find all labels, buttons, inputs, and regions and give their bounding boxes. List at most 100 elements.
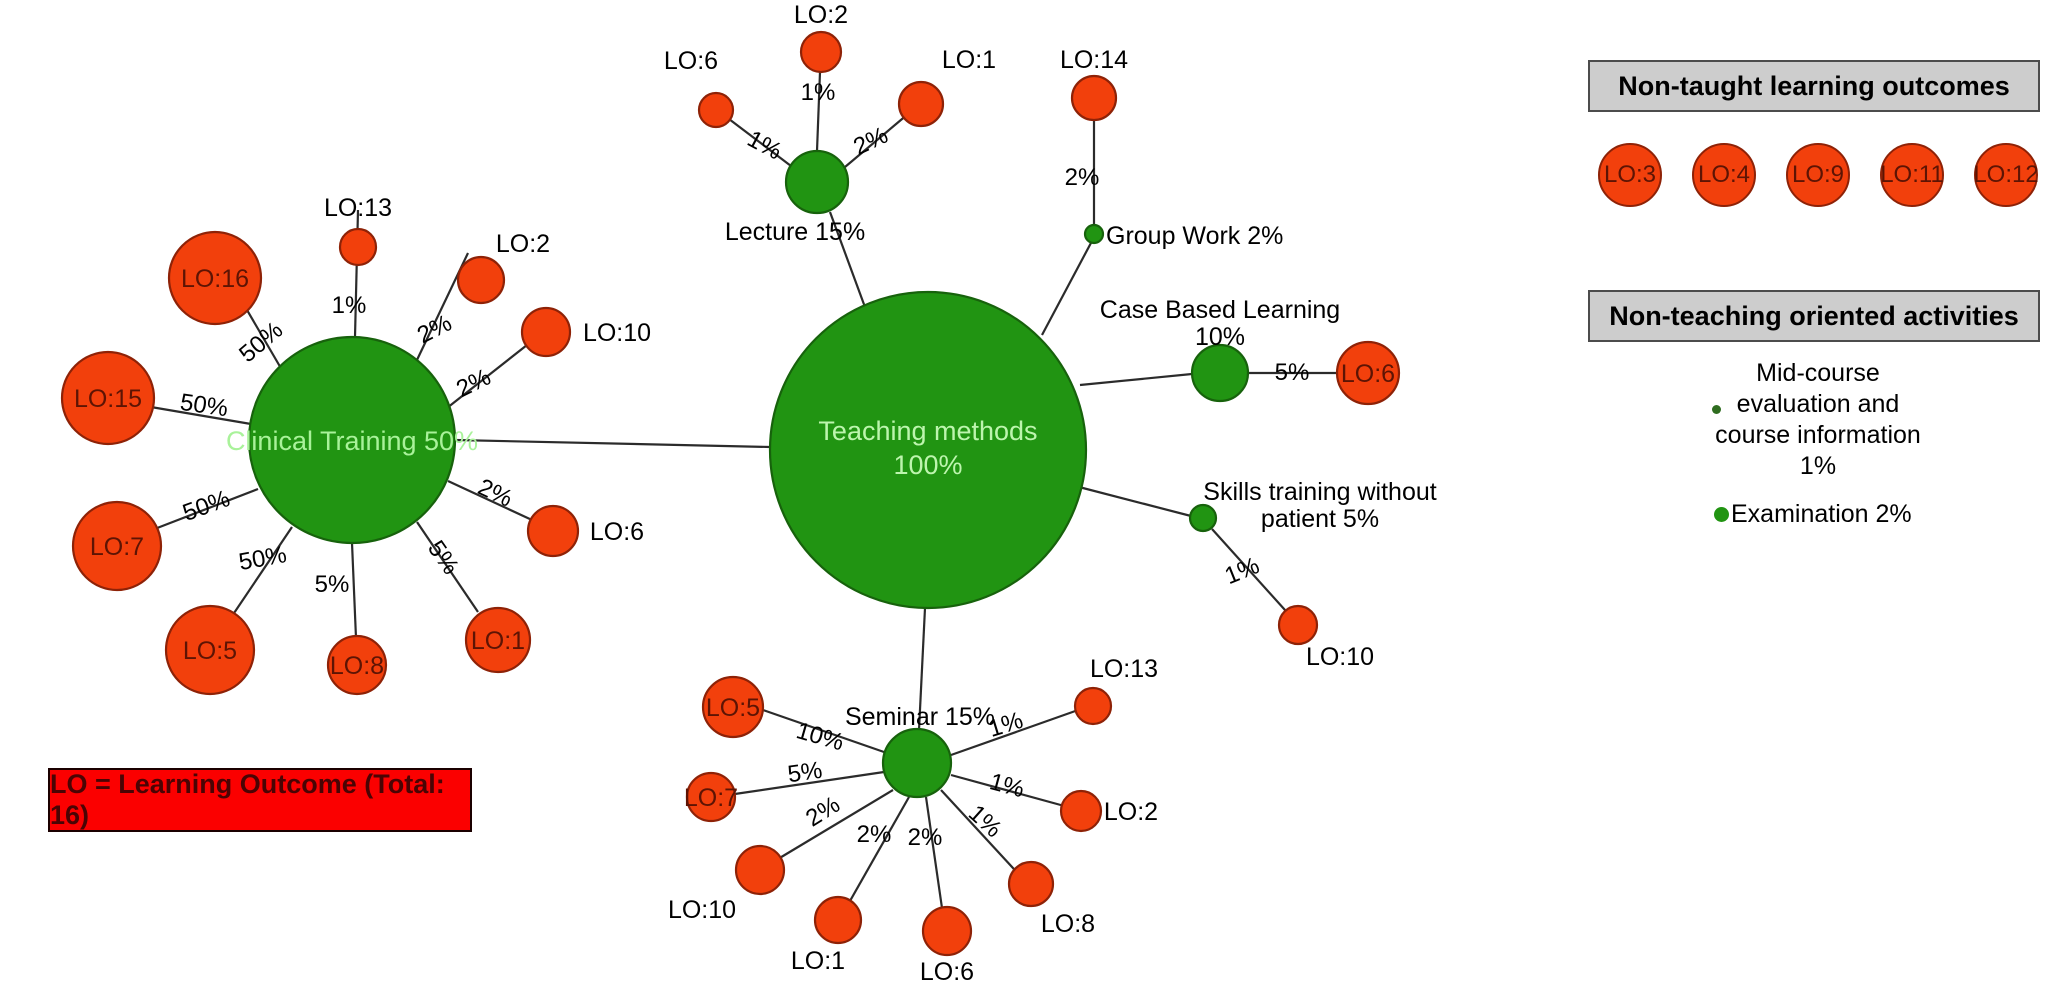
node-skills-training[interactable]: Skills training without patient 5% xyxy=(1188,478,1437,533)
node-label-line2: patient 5% xyxy=(1261,505,1379,533)
skills-satellites: LO:10 1% xyxy=(1221,552,1374,671)
node-seminar[interactable]: Seminar 15% xyxy=(845,703,995,799)
node-lo5-clinical[interactable]: LO:5 xyxy=(164,604,256,696)
node-lo8-clinical[interactable]: LO:8 xyxy=(326,634,388,696)
node-label: LO:7 xyxy=(90,533,144,561)
midcourse-line2: evaluation and xyxy=(1736,390,1900,418)
edge-skills-lo10 xyxy=(1211,528,1295,621)
node-lo5-seminar[interactable]: LO:5 xyxy=(701,675,765,739)
edge-weight: 50% xyxy=(234,316,288,368)
node-lo15[interactable]: LO:15 xyxy=(60,350,156,446)
node-label: LO:1 xyxy=(942,46,996,74)
edge-clinical-lo6 xyxy=(447,480,533,521)
edge-hub-skills xyxy=(1078,485,1192,518)
lecture-satellites: LO:6 LO:2 LO:1 xyxy=(664,1,996,129)
hub-label-line2: 100% xyxy=(893,450,962,480)
seminar-satellites: LO:5 LO:13 LO:7 LO:2 LO:10 LO:1 xyxy=(668,655,1158,986)
node-lo1-lecture[interactable]: LO:1 xyxy=(897,46,996,128)
node-clinical-training[interactable]: Clinical Training 50% xyxy=(226,335,478,545)
edge-weight: 5% xyxy=(1275,359,1310,386)
node-lo6-lecture[interactable]: LO:6 xyxy=(664,47,735,129)
node-lo2-clinical[interactable]: LO:2 xyxy=(456,230,550,305)
edge-clinical-lo8 xyxy=(350,542,358,639)
legend-nonteaching-items: Mid-course evaluation and course informa… xyxy=(1588,358,2048,558)
edge-weight: 1% xyxy=(743,125,786,165)
node-label: LO:7 xyxy=(684,784,738,812)
node-lo8-seminar[interactable]: LO:8 xyxy=(1007,860,1095,938)
node-lo10-clinical[interactable]: LO:10 xyxy=(520,306,651,358)
node-label: LO:6 xyxy=(664,47,718,75)
node-label: LO:5 xyxy=(183,637,237,665)
node-label: LO:10 xyxy=(583,319,651,347)
groupwork-satellites: LO:14 2% xyxy=(1060,46,1128,191)
edge-weight: 1% xyxy=(963,800,1007,843)
midcourse-line4: 1% xyxy=(1799,452,1837,480)
node-label: LO:2 xyxy=(496,230,550,258)
hub-label-line1: Teaching methods xyxy=(818,416,1037,446)
node-lo1-clinical[interactable]: LO:1 xyxy=(464,606,532,674)
node-lo14[interactable]: LO:14 xyxy=(1060,46,1128,122)
node-lo2-lecture[interactable]: LO:2 xyxy=(794,1,848,74)
node-group-work[interactable]: Group Work 2% xyxy=(1083,222,1283,250)
edge-hub-lecture xyxy=(828,211,871,319)
edge-weight: 2% xyxy=(474,474,517,513)
edge-weight: 1% xyxy=(332,292,367,319)
legend-midcourse-item: Mid-course evaluation and course informa… xyxy=(1588,358,2048,482)
lecture-edges xyxy=(728,71,909,168)
edge-hub-casebased xyxy=(1079,372,1193,387)
node-label-line1: Skills training without xyxy=(1203,478,1436,506)
node-case-based-learning[interactable]: Case Based Learning 10% xyxy=(1100,296,1340,403)
midcourse-line3: course information xyxy=(1715,421,1921,449)
node-label: LO:1 xyxy=(471,627,525,655)
edge-weight: 2% xyxy=(801,791,845,832)
nontaught-chip[interactable]: LO:4 xyxy=(1692,143,1756,207)
edge-weight: 1% xyxy=(1221,552,1263,590)
edge-weight: 2% xyxy=(452,364,495,403)
node-label: LO:6 xyxy=(920,958,974,986)
nontaught-chip[interactable]: LO:12 xyxy=(1973,143,2039,207)
node-label: LO:10 xyxy=(668,896,736,924)
lo-key-legend: LO = Learning Outcome (Total: 16) xyxy=(48,768,472,832)
node-label: Group Work 2% xyxy=(1106,222,1283,250)
node-lo6-casebased[interactable]: LO:6 xyxy=(1335,340,1401,406)
nontaught-chip[interactable]: LO:11 xyxy=(1880,143,1944,207)
node-label: LO:5 xyxy=(706,694,760,722)
node-lecture[interactable]: Lecture 15% xyxy=(725,149,865,246)
edge-lecture-lo6 xyxy=(728,118,792,167)
node-lo13-clinical[interactable]: LO:13 xyxy=(324,194,392,267)
edge-seminar-lo6 xyxy=(924,796,945,916)
edge-lecture-lo2 xyxy=(815,71,822,152)
edge-weight: 50% xyxy=(179,485,233,527)
node-teaching-methods-hub[interactable]: Teaching methods 100% xyxy=(768,290,1088,610)
node-label: LO:13 xyxy=(1090,655,1158,683)
node-lo2-seminar[interactable]: LO:2 xyxy=(1059,789,1158,833)
node-lo10-skills[interactable]: LO:10 xyxy=(1277,604,1374,671)
node-lo10-seminar[interactable]: LO:10 xyxy=(668,844,786,924)
node-lo16[interactable]: LO:16 xyxy=(167,230,263,326)
node-lo6-clinical[interactable]: LO:6 xyxy=(526,504,644,558)
clinical-satellites: LO:16 LO:13 LO:2 LO:10 LO:15 LO:6 xyxy=(60,194,651,696)
edge-clinical-lo7 xyxy=(151,487,259,532)
edge-hub-groupwork xyxy=(1041,240,1093,336)
edge-seminar-lo10 xyxy=(777,789,894,860)
examination-dot-icon xyxy=(1714,507,1729,522)
edge-seminar-lo13 xyxy=(950,707,1082,757)
edge-weight: 50% xyxy=(178,389,229,422)
nontaught-chip[interactable]: LO:3 xyxy=(1598,143,1662,207)
legend-examination-item: Examination 2% xyxy=(1714,500,1912,529)
node-lo7-seminar[interactable]: LO:7 xyxy=(684,771,738,823)
node-lo1-seminar[interactable]: LO:1 xyxy=(791,895,863,975)
hub-edges xyxy=(454,211,1193,731)
edge-seminar-lo7 xyxy=(727,770,885,797)
nontaught-chip[interactable]: LO:9 xyxy=(1786,143,1850,207)
node-label: LO:2 xyxy=(1104,798,1158,826)
node-lo7-clinical[interactable]: LO:7 xyxy=(71,500,163,592)
node-label: LO:6 xyxy=(590,518,644,546)
edge-weight: 2% xyxy=(857,821,892,848)
edge-weight: 5% xyxy=(422,536,464,580)
node-lo6-seminar[interactable]: LO:6 xyxy=(920,905,974,986)
node-label: Clinical Training 50% xyxy=(226,426,478,456)
node-lo13-seminar[interactable]: LO:13 xyxy=(1073,655,1158,726)
edge-weight: 50% xyxy=(237,541,289,576)
